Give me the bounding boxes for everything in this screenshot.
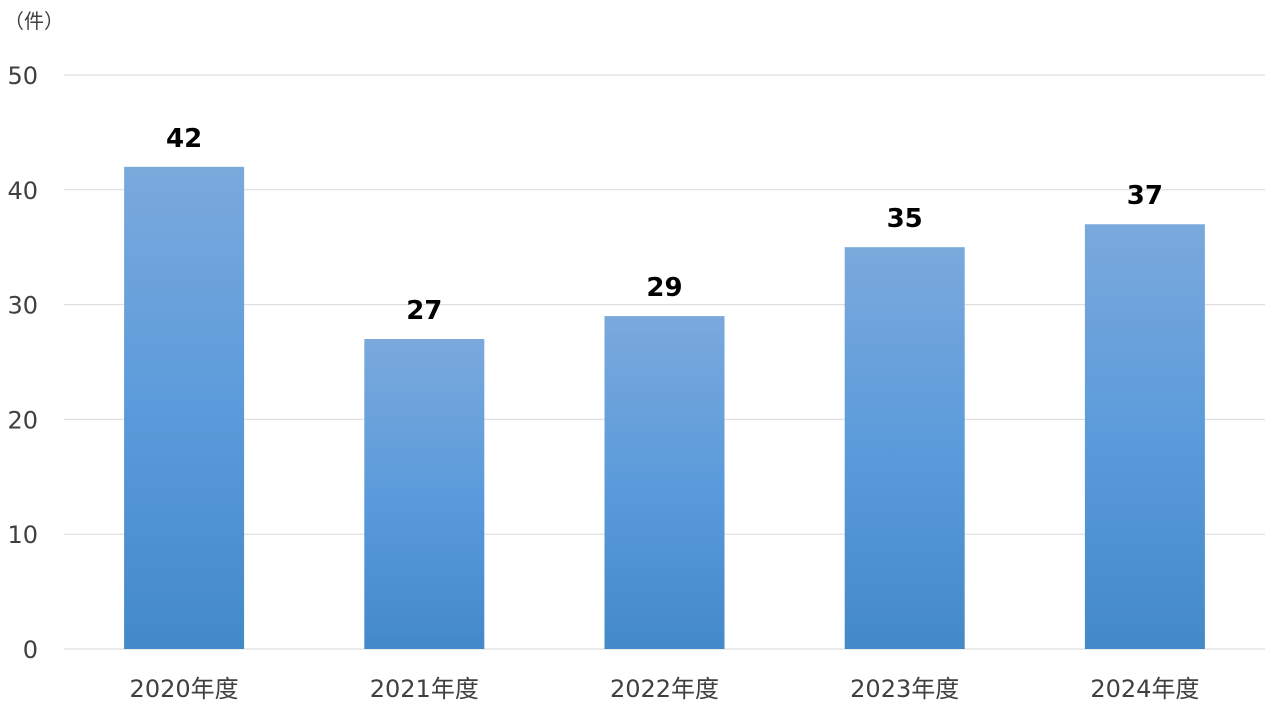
bars [124, 166, 1205, 650]
x-category-label: 2020年度 [130, 675, 239, 703]
y-tick-label: 40 [7, 177, 38, 205]
y-tick-label: 0 [23, 636, 38, 664]
bar [604, 316, 725, 649]
data-label: 37 [1127, 181, 1163, 211]
x-category-label: 2021年度 [370, 675, 479, 703]
data-label: 29 [646, 273, 682, 303]
y-axis-unit-label: （件） [4, 9, 64, 33]
x-category-label: 2022年度 [610, 675, 719, 703]
bar [364, 339, 485, 649]
bar [124, 166, 245, 649]
bar [1084, 224, 1205, 650]
data-label: 35 [887, 204, 923, 234]
y-axis-ticks: 0 10 20 30 40 50 [7, 62, 38, 664]
bar [844, 247, 965, 649]
data-labels: 42 27 29 35 37 [166, 124, 1163, 326]
y-tick-label: 30 [7, 292, 38, 320]
x-category-label: 2023年度 [850, 675, 959, 703]
y-tick-label: 50 [7, 62, 38, 90]
x-axis-categories: 2020年度 2021年度 2022年度 2023年度 2024年度 [130, 675, 1200, 703]
y-tick-label: 20 [7, 406, 38, 434]
x-category-label: 2024年度 [1090, 675, 1199, 703]
data-label: 42 [166, 124, 202, 154]
y-tick-label: 10 [7, 521, 38, 549]
data-label: 27 [406, 296, 442, 326]
